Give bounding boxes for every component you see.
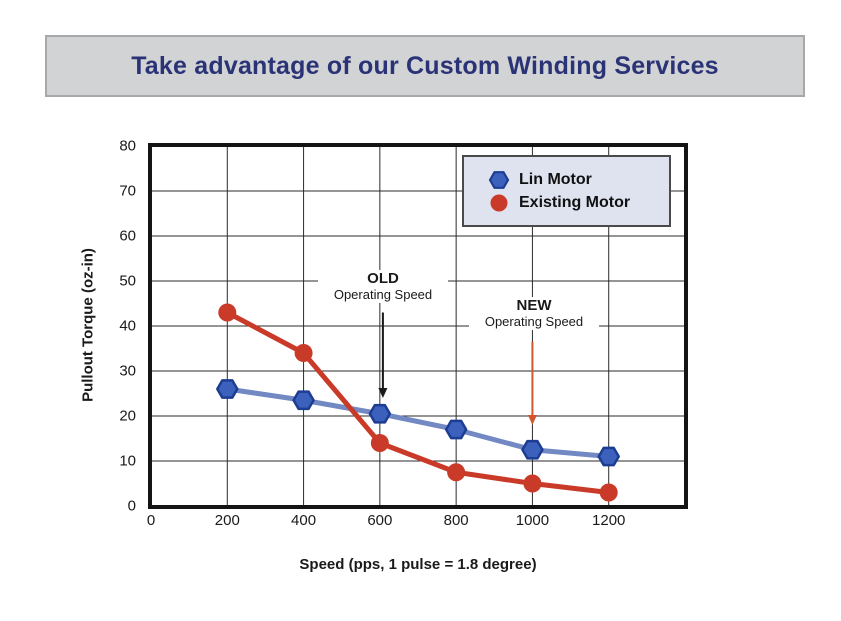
data-point-marker [216,379,239,399]
existing-motor-marker-icon [490,194,508,211]
data-point-marker [521,439,544,460]
data-point-marker [597,446,620,467]
annotation-new-subtitle: Operating Speed [484,313,584,329]
x-tick-labels: 0 200 400 600 800 1000 1200 [146,512,688,534]
legend: Lin Motor Existing Motor [462,155,671,227]
x-tick-label: 1000 [515,512,550,529]
y-tick-label: 30 [119,362,136,380]
x-tick-label: 800 [443,512,469,529]
x-tick-label: 600 [367,512,393,529]
annotation-new-title: NEW [516,297,552,314]
x-tick-label: 0 [146,512,156,529]
legend-item-lin-motor: Lin Motor [488,170,669,190]
y-axis-title: Pullout Torque (oz-in) [79,248,97,402]
series-line-existing-motor [224,310,612,495]
title-banner: Take advantage of our Custom Winding Ser… [45,35,805,97]
y-tick-label: 70 [119,182,136,200]
data-point-marker [368,403,392,424]
legend-marker-glyph [488,170,510,189]
page-title: Take advantage of our Custom Winding Ser… [131,51,719,80]
annotation-arrowhead-new [527,415,537,425]
x-tick-label: 1200 [592,512,626,529]
legend-item-existing-motor: Existing Motor [488,193,669,213]
x-axis-title: Speed (pps, 1 pulse = 1.8 degree) [299,556,537,573]
data-point-marker [292,390,315,411]
annotation-old-title: OLD [367,270,399,287]
data-point-marker [447,463,466,482]
annotation-old-subtitle: Operating Speed [333,286,433,302]
y-tick-label: 10 [119,452,136,470]
annotation-new-operating-speed: NEW Operating Speed [469,297,599,330]
annotation-old-operating-speed: OLD Operating Speed [318,270,448,303]
data-point-marker [523,474,542,493]
y-tick-label: 40 [119,317,136,335]
data-point-marker [218,303,237,322]
x-tick-label: 400 [291,512,317,529]
y-tick-label: 0 [127,497,136,515]
y-tick-label: 60 [119,227,136,245]
y-tick-label: 50 [119,272,136,290]
data-point-marker [444,419,468,440]
data-point-marker [599,483,618,502]
data-point-marker [294,344,313,362]
lin-motor-marker-icon [488,170,510,189]
plot-frame [148,143,688,509]
annotation-arrowhead-old [378,388,388,398]
y-tick-label: 20 [119,407,136,425]
legend-marker-glyph [490,194,508,211]
legend-label: Existing Motor [519,193,631,211]
series-line-lin-motor [224,386,612,459]
data-point-marker [370,434,389,452]
x-tick-label: 200 [214,512,240,529]
y-tick-labels: 0 10 20 30 40 50 60 70 80 [98,138,142,515]
legend-label: Lin Motor [519,170,592,188]
y-tick-label: 80 [119,137,136,155]
